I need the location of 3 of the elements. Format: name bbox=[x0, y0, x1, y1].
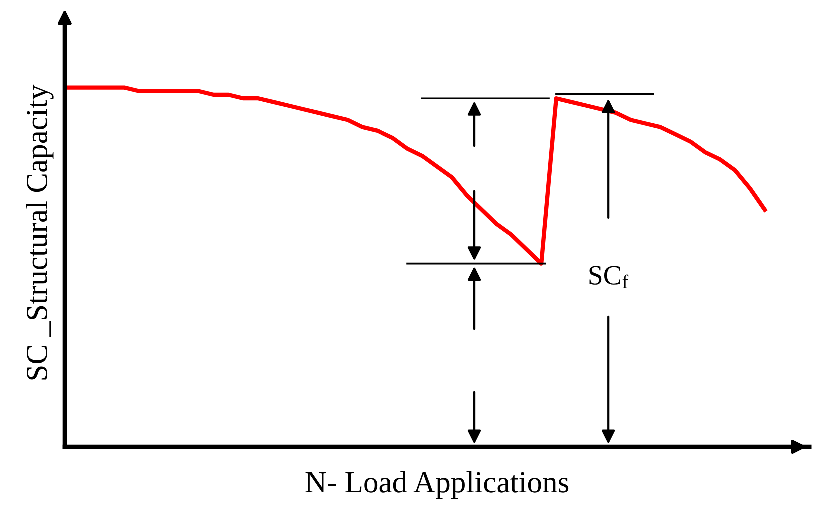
annotation: SC$_{f}$ bbox=[590, 266, 629, 288]
x-axis-title: N- Load Applications bbox=[306, 471, 569, 500]
y-axis-title: SC _Structural Capacity bbox=[26, 84, 54, 380]
